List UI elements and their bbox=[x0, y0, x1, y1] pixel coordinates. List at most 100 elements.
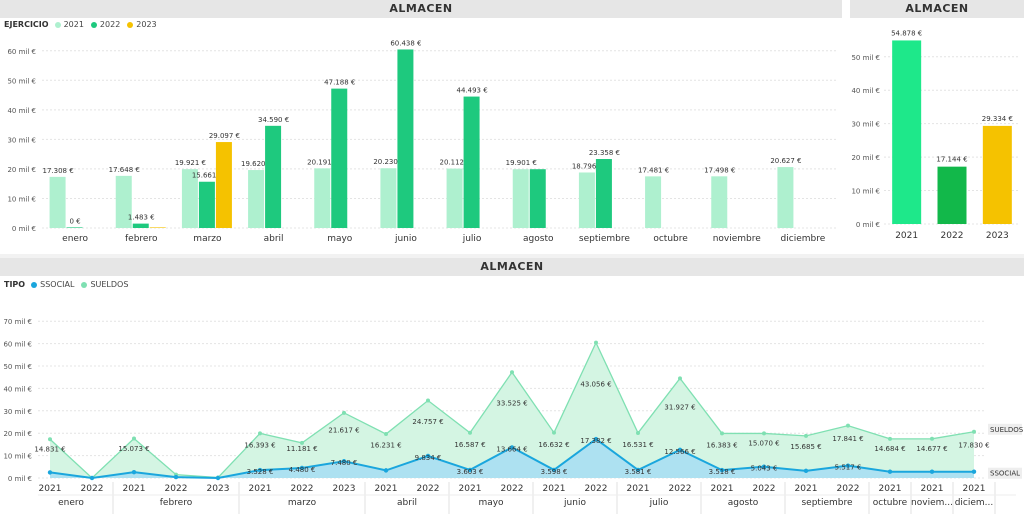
legend-swatch bbox=[54, 21, 61, 28]
x-tick-label: 2022 bbox=[941, 231, 964, 241]
tipo-legend: TIPO SSOCIAL SUELDOS bbox=[4, 280, 131, 289]
bar-2022 bbox=[66, 227, 83, 228]
x-tick-label: 2021 bbox=[459, 484, 482, 494]
end-label-bg bbox=[988, 467, 1022, 479]
legend-item-2023[interactable]: 2023 bbox=[127, 20, 157, 29]
x-group-label: julio bbox=[649, 498, 669, 508]
data-label: 17.144 € bbox=[936, 156, 967, 164]
y-tick-label: 20 mil € bbox=[851, 154, 880, 162]
data-label: 17.830 € bbox=[958, 441, 989, 449]
x-tick-label: 2022 bbox=[501, 484, 524, 494]
legend-item-2021[interactable]: 2021 bbox=[54, 20, 84, 29]
data-label: 19.901 € bbox=[506, 159, 537, 167]
data-label: 17.841 € bbox=[832, 435, 863, 443]
x-tick-label: 2022 bbox=[837, 484, 860, 494]
point-sueldos bbox=[258, 431, 262, 436]
x-tick-label: agosto bbox=[523, 234, 554, 244]
x-group-label: mayo bbox=[478, 498, 504, 508]
bar-2021 bbox=[711, 176, 728, 228]
y-tick-label: 10 mil € bbox=[3, 453, 32, 461]
y-tick-label: 30 mil € bbox=[851, 121, 880, 129]
y-tick-label: 40 mil € bbox=[851, 87, 880, 95]
y-tick-label: 0 mil € bbox=[8, 475, 32, 483]
data-label: 14.677 € bbox=[916, 445, 947, 453]
legend-item-ssocial[interactable]: SSOCIAL bbox=[31, 280, 74, 289]
x-tick-label: 2023 bbox=[333, 484, 356, 494]
point-sueldos bbox=[930, 436, 934, 441]
x-group-label: febrero bbox=[160, 498, 193, 508]
data-label: 16.531 € bbox=[622, 441, 653, 449]
point-sueldos bbox=[510, 370, 514, 375]
point-sueldos bbox=[384, 432, 388, 437]
monthly-bar-chart: 0 mil € 10 mil € 20 mil € 30 mil € 40 mil € 5… bbox=[7, 39, 836, 244]
legend-swatch bbox=[81, 281, 88, 288]
data-label: 15.685 € bbox=[790, 443, 821, 451]
x-tick-label: 2022 bbox=[165, 484, 188, 494]
data-label: 15.661 € bbox=[192, 172, 223, 180]
x-group-label: octubre bbox=[873, 498, 908, 508]
bar-2022 bbox=[595, 159, 612, 228]
data-label: 19.620 € bbox=[241, 160, 272, 168]
point-sueldos bbox=[468, 430, 472, 435]
x-tick-label: enero bbox=[62, 234, 88, 244]
point-ssocial bbox=[803, 468, 809, 474]
panel-separator bbox=[0, 254, 1024, 258]
legend-item-sueldos[interactable]: SUELDOS bbox=[81, 280, 128, 289]
data-label: 17.498 € bbox=[704, 166, 735, 174]
x-tick-label: 2022 bbox=[417, 484, 440, 494]
end-label-bg bbox=[988, 423, 1022, 435]
data-label: 17.382 € bbox=[580, 437, 611, 445]
y-tick-label: 50 mil € bbox=[7, 77, 36, 85]
point-ssocial bbox=[761, 464, 767, 469]
legend-label: 2021 bbox=[63, 20, 84, 29]
y-tick-label: 20 mil € bbox=[3, 430, 32, 438]
x-tick-label: octubre bbox=[653, 234, 688, 244]
point-ssocial bbox=[551, 467, 557, 473]
point-sueldos bbox=[132, 436, 136, 441]
bar-2021 bbox=[512, 169, 529, 228]
bar-2021 bbox=[446, 168, 463, 228]
point-ssocial bbox=[131, 469, 137, 475]
point-sueldos bbox=[636, 430, 640, 435]
x-tick-label: 2021 bbox=[123, 484, 146, 494]
bar-2021 bbox=[578, 172, 595, 228]
x-tick-label: 2022 bbox=[669, 484, 692, 494]
point-ssocial bbox=[971, 469, 977, 474]
legend-label: SUELDOS bbox=[90, 280, 129, 289]
y-tick-label: 70 mil € bbox=[3, 318, 32, 326]
data-label: 29.334 € bbox=[982, 115, 1013, 123]
yearly-bar-panel: ALMACEN 0 mil € 10 mil € 20 mil € 30 mil € 4… bbox=[850, 0, 1024, 246]
point-sueldos bbox=[720, 431, 724, 436]
data-label: 17.308 € bbox=[42, 167, 73, 175]
point-ssocial bbox=[635, 467, 641, 473]
data-label: 29.097 € bbox=[209, 132, 240, 140]
data-label: 20.627 € bbox=[770, 157, 801, 165]
data-label: 17.648 € bbox=[109, 166, 140, 174]
data-label: 18.796 € bbox=[572, 162, 603, 170]
ejercicio-legend: EJERCICIO 2021 2022 2023 bbox=[4, 20, 160, 29]
x-tick-label: 2021 bbox=[921, 484, 944, 494]
point-sueldos bbox=[426, 398, 430, 403]
x-tick-label: noviembre bbox=[713, 234, 762, 244]
y-tick-label: 30 mil € bbox=[3, 408, 32, 416]
x-tick-label: 2021 bbox=[39, 484, 62, 494]
data-label: 60.438 € bbox=[390, 39, 421, 47]
bar-2021 bbox=[777, 167, 794, 228]
area-chart: 0 mil € 10 mil € 20 mil € 30 mil € 40 mil € 5… bbox=[3, 318, 1024, 514]
data-label: 3.518 € bbox=[709, 468, 736, 476]
data-label: 14.684 € bbox=[874, 445, 905, 453]
x-tick-label: 2022 bbox=[585, 484, 608, 494]
legend-item-2022[interactable]: 2022 bbox=[90, 20, 120, 29]
y-tick-label: 40 mil € bbox=[3, 385, 32, 393]
data-label: 3.528 € bbox=[247, 468, 274, 476]
x-tick-label: 2021 bbox=[543, 484, 566, 494]
bar-2021 bbox=[115, 175, 132, 228]
y-tick-label: 60 mil € bbox=[7, 48, 36, 56]
point-ssocial bbox=[47, 470, 53, 475]
point-ssocial bbox=[257, 467, 263, 473]
data-label: 23.358 € bbox=[589, 149, 620, 157]
x-tick-label: 2022 bbox=[81, 484, 104, 494]
data-label: 9.834 € bbox=[415, 454, 442, 462]
yearly-bar-chart: 0 mil € 10 mil € 20 mil € 30 mil € 40 mil € 5… bbox=[851, 29, 1020, 241]
data-label: 5.043 € bbox=[751, 465, 778, 473]
